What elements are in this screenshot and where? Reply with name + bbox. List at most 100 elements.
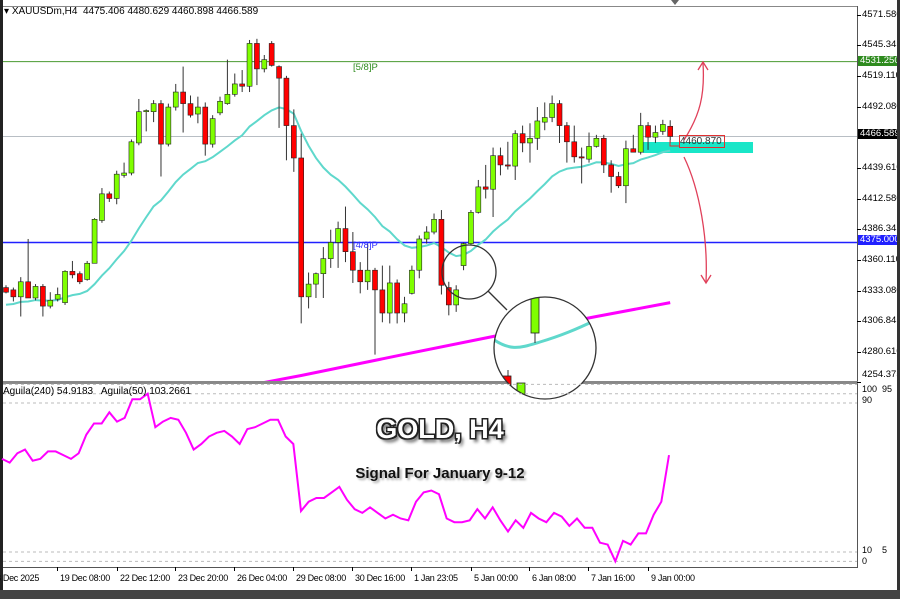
candle-body (445, 287, 452, 306)
candle-body (91, 219, 98, 264)
candle-body (660, 124, 666, 132)
candle-body (40, 286, 46, 307)
candle (17, 277, 24, 317)
ma-slow-line (264, 301, 671, 381)
candle-body (261, 59, 268, 70)
candle-body (342, 228, 349, 253)
candle (630, 134, 637, 153)
candle-body (416, 238, 423, 271)
candle-body (77, 273, 83, 283)
candle-body (667, 125, 674, 137)
indicator-label-50: Aguila(50) 103.2661 (100, 386, 191, 397)
price-axis-border (857, 6, 858, 567)
candle-body (615, 176, 622, 187)
candle (298, 133, 305, 324)
price-axis-tick (857, 290, 861, 292)
candle (128, 139, 135, 176)
candle (364, 243, 371, 290)
candle-body (121, 172, 127, 176)
time-axis-tick (588, 567, 589, 571)
candle (645, 122, 651, 150)
candle (320, 247, 327, 298)
level-label-4-8: [4/8]P (353, 240, 378, 251)
candle (187, 95, 194, 118)
candle-body (291, 125, 297, 159)
price-axis-label: 4492.080 (862, 100, 897, 112)
time-axis-tick (411, 567, 412, 571)
candle (291, 109, 297, 172)
candle-body (394, 282, 400, 314)
candle (268, 41, 275, 67)
candle (350, 232, 356, 283)
window-border-bottom (0, 590, 900, 599)
candle (438, 210, 445, 295)
candle-body (246, 43, 253, 87)
magnifier-large-circle (493, 296, 597, 400)
dropdown-triangle-icon[interactable]: ▾ (4, 6, 10, 17)
candle-body (593, 138, 600, 147)
price-axis-tick (857, 75, 861, 77)
time-axis-label: 26 Dec 04:00 (237, 573, 287, 583)
price-axis-label: 4439.610 (862, 161, 897, 173)
candle-body (527, 138, 533, 144)
candle (231, 73, 238, 97)
candle (372, 267, 378, 355)
time-axis-border (3, 567, 858, 568)
panel-separator[interactable] (3, 381, 858, 384)
candle-body (519, 133, 526, 144)
time-axis-tick (471, 567, 472, 571)
candle-body (645, 125, 651, 138)
candle (150, 100, 157, 123)
candle-body (534, 120, 541, 139)
arrow-up-head-icon (697, 60, 709, 71)
time-axis-tick (234, 567, 235, 571)
candle-body (276, 66, 282, 79)
candle-body (32, 286, 39, 299)
candle-body (350, 251, 356, 271)
candle-body (136, 111, 142, 144)
candle-body (364, 269, 371, 283)
candle-body (202, 106, 209, 145)
time-axis-label: 7 Jan 16:00 (591, 573, 635, 583)
time-axis-tick (57, 567, 58, 571)
candle (593, 134, 600, 148)
candle-body (313, 273, 319, 285)
candle-body (327, 242, 334, 259)
candle-body (423, 231, 430, 240)
candle-body (17, 281, 24, 298)
candle (431, 213, 437, 235)
overlay-subtitle: Signal For January 9-12 (355, 465, 525, 482)
candle (623, 140, 629, 204)
candle-body (172, 91, 179, 108)
candle (394, 279, 400, 324)
price-axis-label: 4386.345 (862, 223, 897, 235)
candle (47, 292, 54, 309)
candle-body (99, 193, 105, 221)
candle (379, 265, 386, 323)
entry-connector (669, 140, 679, 147)
candle (453, 285, 459, 312)
candle (158, 100, 164, 177)
arrow-down-head-icon (700, 274, 712, 285)
candle (113, 170, 120, 205)
candle (246, 39, 253, 93)
candle (224, 59, 231, 105)
entry-price-label: 4460.870 (679, 135, 725, 148)
time-axis-label: 30 Dec 16:00 (355, 573, 405, 583)
candle (305, 272, 312, 309)
time-axis-tick (648, 567, 649, 571)
candle-body (541, 117, 548, 123)
candle (25, 238, 31, 299)
chart-shift-marker-icon (671, 0, 679, 5)
candle-body (564, 125, 570, 143)
candle-body (298, 157, 305, 298)
candle (482, 164, 489, 199)
candle-body (47, 299, 54, 307)
candle (357, 262, 364, 294)
candle (283, 75, 290, 161)
candle-body (113, 173, 120, 199)
candle (143, 109, 150, 132)
candle (564, 122, 570, 163)
